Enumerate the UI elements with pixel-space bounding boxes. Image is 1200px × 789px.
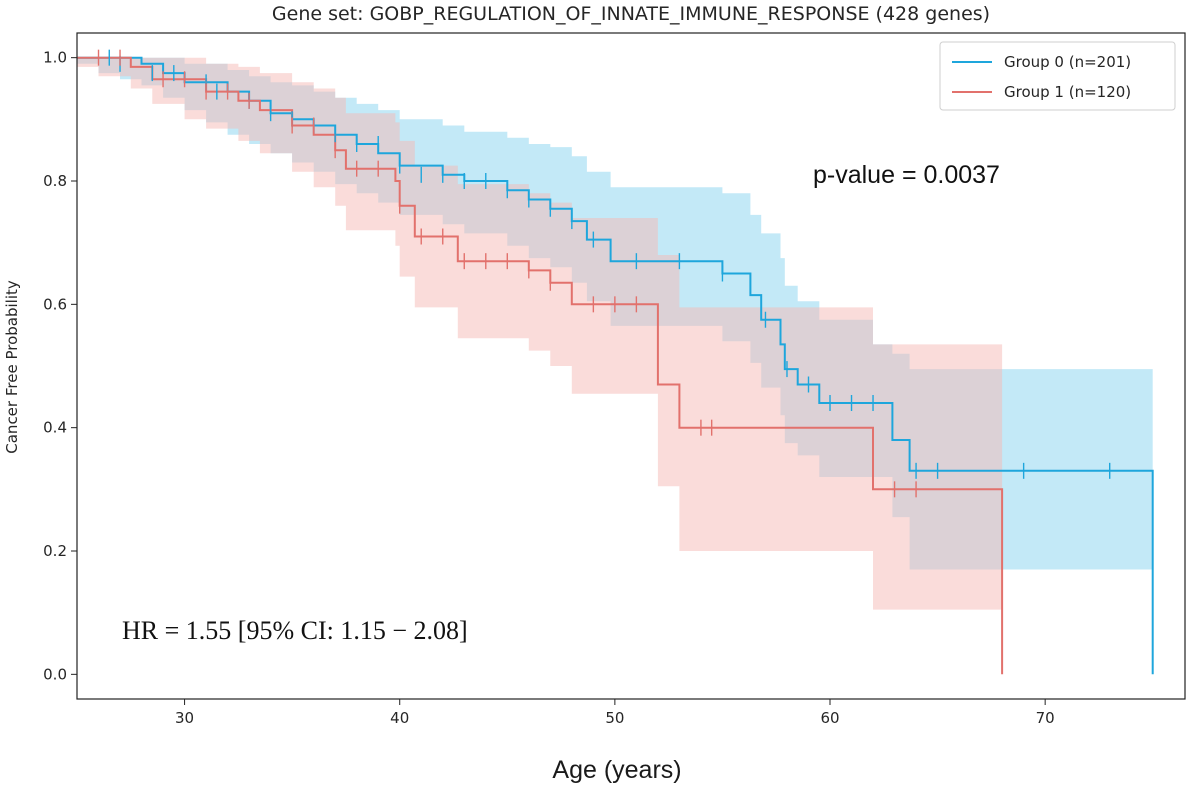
y-tick-label: 0.6 <box>43 295 67 313</box>
p-value-annotation: p-value = 0.0037 <box>813 161 1000 189</box>
y-tick-label: 0.2 <box>43 542 67 560</box>
x-axis-ticks: 30 40 50 60 70 <box>175 699 1055 727</box>
legend: Group 0 (n=201) Group 1 (n=120) <box>939 41 1176 111</box>
y-axis-ticks: 0.0 0.2 0.4 0.6 0.8 1.0 <box>43 49 77 683</box>
legend-label-group-1: Group 1 (n=120) <box>1004 83 1131 101</box>
chart-title: Gene set: GOBP_REGULATION_OF_INNATE_IMMU… <box>272 3 990 25</box>
confidence-bands <box>77 57 1153 610</box>
x-tick-label: 50 <box>605 709 624 727</box>
hazard-ratio-annotation: HR = 1.55 [95% CI: 1.15 − 2.08] <box>122 616 468 645</box>
x-axis-label: Age (years) <box>552 756 681 784</box>
legend-label-group-0: Group 0 (n=201) <box>1004 53 1131 71</box>
x-tick-label: 70 <box>1036 709 1055 727</box>
y-tick-label: 0.8 <box>43 172 67 190</box>
plot-frame <box>76 32 1186 700</box>
ci-band-group-1 <box>77 57 1003 610</box>
x-tick-label: 60 <box>820 709 839 727</box>
x-tick-label: 40 <box>390 709 409 727</box>
x-tick-label: 30 <box>175 709 194 727</box>
y-tick-label: 1.0 <box>43 49 67 67</box>
censor-marks <box>97 49 1111 498</box>
y-axis-label: Cancer Free Probability <box>3 280 21 454</box>
y-tick-label: 0.0 <box>43 665 67 683</box>
y-tick-label: 0.4 <box>43 419 67 437</box>
legend-box <box>939 41 1176 111</box>
